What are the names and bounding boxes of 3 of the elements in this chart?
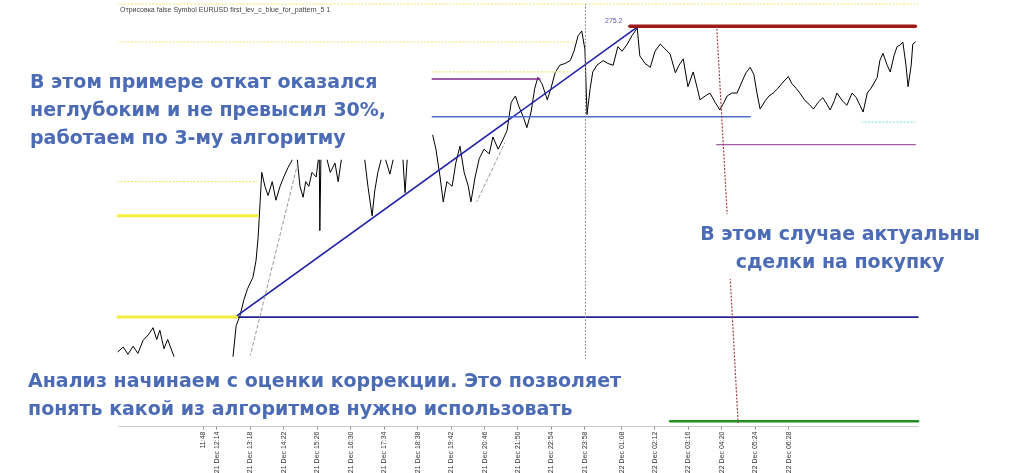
annotation: В этом случае актуальны сделки на покупку	[700, 222, 980, 272]
annotation: В этом примере откат оказался неглубоким и не превысил 30%, работаем по 3-му алгоритму	[30, 70, 387, 148]
annotation: Анализ начинаем с оценки коррекции. Это позволяет понять какой из алгоритмов нужно использовать	[28, 369, 622, 419]
